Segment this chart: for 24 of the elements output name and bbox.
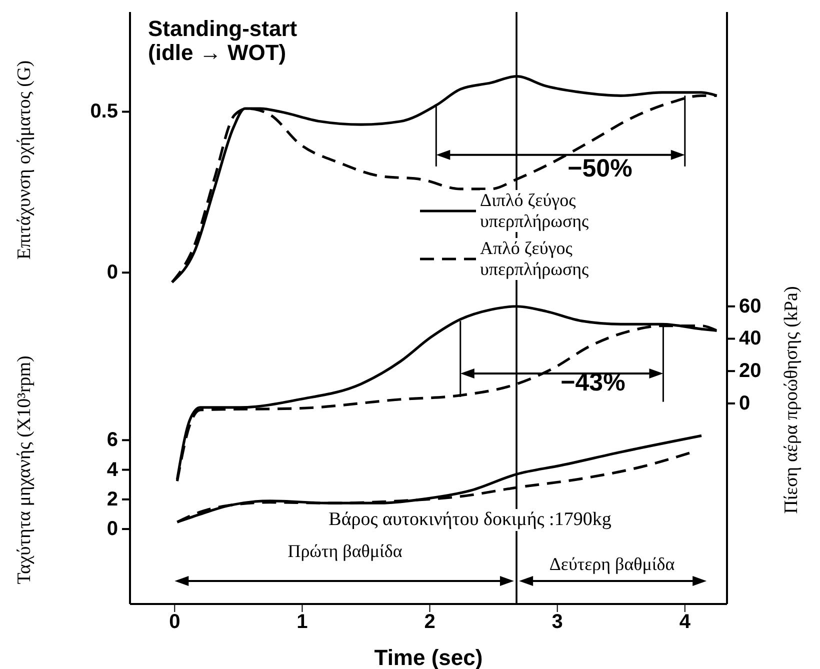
y2-tick-label: 20	[739, 360, 762, 382]
annotation: Πρώτη βαθμίδα	[288, 541, 403, 561]
y2-tick-label: 60	[739, 295, 762, 318]
y3-axis-title: Ταχύτητα μηχανής (X10³rpm)	[14, 356, 35, 584]
text: (idle → WOT)	[148, 40, 286, 65]
legend-label: Απλό ζεύγος υπερπλήρωσης	[480, 238, 630, 280]
y2-axis-title: Πίεση αέρα προώθησης (kPa)	[781, 286, 802, 514]
y-tick-label: 0.5	[90, 100, 118, 123]
x-tick-label: 1	[296, 611, 308, 634]
legend-label: Διπλό ζεύγος υπερπλήρωσης	[480, 190, 630, 232]
y2-tick-label: 0	[739, 392, 750, 414]
y3-tick-label: 4	[106, 458, 119, 481]
y-axis-title: Επιτάχυνση οχήματος (G)	[14, 60, 35, 260]
x-tick-label: 0	[169, 611, 180, 634]
annotation: Βάρος αυτοκινήτου δοκιμής :1790kg	[328, 509, 612, 530]
x-tick-label: 2	[424, 611, 436, 634]
y3-tick-label: 6	[106, 429, 118, 452]
chart-title: Standing-start	[148, 16, 298, 41]
annotation: −50%	[568, 154, 632, 183]
y2-tick-label: 40	[739, 328, 762, 350]
y3-tick-label: 2	[106, 488, 118, 510]
x-tick-label: 3	[552, 611, 563, 634]
x-tick-label: 4	[679, 611, 692, 634]
annotation: Δεύτερη βαθμίδα	[549, 554, 676, 574]
